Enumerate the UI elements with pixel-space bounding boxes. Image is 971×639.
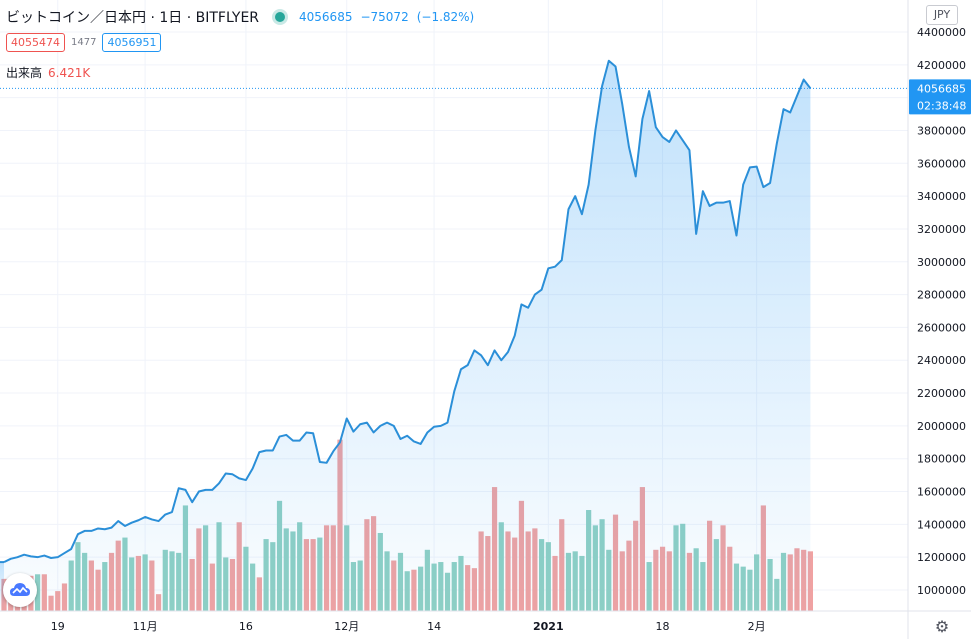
y-tick-label: 2600000 — [917, 321, 966, 334]
price-area-fill — [4, 60, 811, 612]
y-tick-label: 3000000 — [917, 256, 966, 269]
y-tick-label: 3400000 — [917, 190, 966, 203]
y-tick-label: 1200000 — [917, 551, 966, 564]
x-tick-label: 18 — [656, 620, 670, 633]
x-tick-label: 2月 — [748, 620, 766, 633]
y-tick-label: 2000000 — [917, 420, 966, 433]
last-price-label: 4056685 — [917, 82, 966, 95]
price-change-pct: (−1.82%) — [416, 10, 475, 24]
volume-label: 出来高 — [6, 66, 43, 80]
buy-price-box[interactable]: 4056951 — [102, 33, 162, 52]
price-area-lead — [0, 562, 4, 611]
symbol-legend: ビットコイン／日本円 · 1日 · BITFLYER 4056685 −7507… — [6, 6, 474, 28]
y-tick-label: 1000000 — [917, 584, 966, 597]
y-tick-label: 3800000 — [917, 124, 966, 137]
x-tick-label: 11月 — [133, 620, 158, 633]
sell-price-box[interactable]: 4055474 — [6, 33, 65, 52]
x-tick-label: 2021 — [533, 620, 564, 633]
last-price-marker: 4056685 02:38:48 — [0, 79, 971, 115]
x-tick-label: 16 — [239, 620, 253, 633]
time-axis[interactable]: 19 11月 16 12月 14 2021 18 2月 — [0, 610, 971, 633]
price-area — [0, 59, 812, 612]
y-tick-label: 1800000 — [917, 453, 966, 466]
x-tick-label: 14 — [427, 620, 441, 633]
bid-ask-row: 4055474 1477 4056951 — [6, 33, 162, 52]
y-tick-label: 4200000 — [917, 59, 966, 72]
y-tick-label: 3600000 — [917, 157, 966, 170]
x-tick-label: 19 — [51, 620, 65, 633]
symbol-title[interactable]: ビットコイン／日本円 · 1日 · BITFLYER — [6, 10, 260, 26]
y-tick-label: 1600000 — [917, 486, 966, 499]
y-tick-label: 2800000 — [917, 289, 966, 302]
x-tick-label: 12月 — [334, 620, 359, 633]
gear-icon[interactable]: ⚙ — [934, 617, 950, 636]
y-tick-label: 1400000 — [917, 518, 966, 531]
currency-button[interactable]: JPY — [926, 5, 958, 25]
last-price-label-bg — [909, 79, 971, 115]
y-tick-label: 2400000 — [917, 354, 966, 367]
y-tick-label: 4400000 — [917, 26, 966, 39]
price-change: −75072 — [360, 10, 409, 24]
y-tick-label: 3200000 — [917, 223, 966, 236]
spread-value: 1477 — [71, 37, 97, 48]
live-dot-icon — [275, 12, 286, 22]
tradingview-cloud-icon[interactable] — [3, 573, 37, 607]
y-tick-label: 2200000 — [917, 387, 966, 400]
volume-legend: 出来高 6.421K — [6, 64, 90, 81]
last-price: 4056685 — [299, 10, 353, 24]
price-line — [3, 59, 812, 563]
volume-value: 6.421K — [48, 66, 91, 80]
bar-countdown-label: 02:38:48 — [917, 99, 966, 112]
